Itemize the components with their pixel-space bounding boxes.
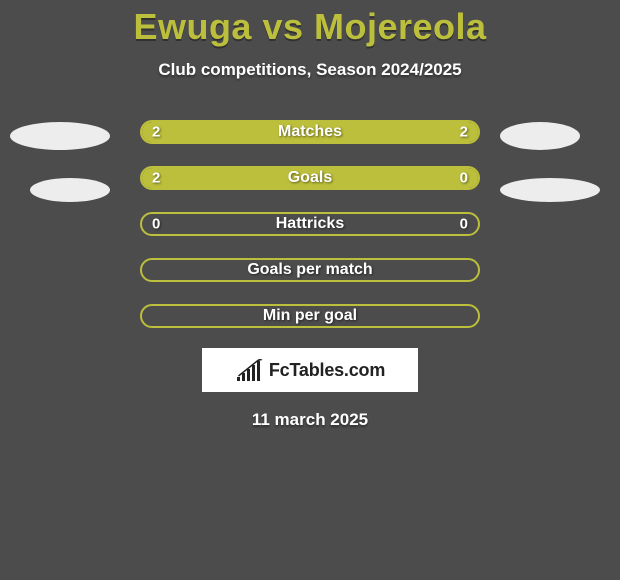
stat-row: Goals per match — [140, 258, 480, 282]
stat-row: Hattricks0 0 — [140, 212, 480, 236]
stat-fill-right — [310, 122, 478, 142]
stats-container: Matches22 Goals20 Hattricks0 0 Goals per mat… — [140, 120, 480, 328]
stat-label: Min per goal — [142, 307, 478, 325]
brand-text: FcTables.com — [269, 360, 385, 381]
page-title: Ewuga vs Mojereola — [0, 0, 620, 48]
stat-row: Matches22 — [140, 120, 480, 144]
bar-chart-icon — [235, 359, 263, 381]
player-placeholder — [30, 178, 110, 202]
stat-label: Goals per match — [142, 261, 478, 279]
bar-chart-svg — [235, 359, 263, 381]
player-placeholder — [10, 122, 110, 150]
stat-row: Min per goal — [140, 304, 480, 328]
stat-fill-left — [142, 168, 478, 188]
stat-value-left: 0 — [152, 216, 160, 233]
stat-value-right: 0 — [460, 216, 468, 233]
brand-box: FcTables.com — [202, 348, 418, 392]
stat-label: Hattricks — [142, 215, 478, 233]
player-placeholder — [500, 122, 580, 150]
subtitle: Club competitions, Season 2024/2025 — [0, 60, 620, 80]
player-placeholder — [500, 178, 600, 202]
footer-date: 11 march 2025 — [0, 410, 620, 430]
stat-fill-left — [142, 122, 310, 142]
stat-row: Goals20 — [140, 166, 480, 190]
